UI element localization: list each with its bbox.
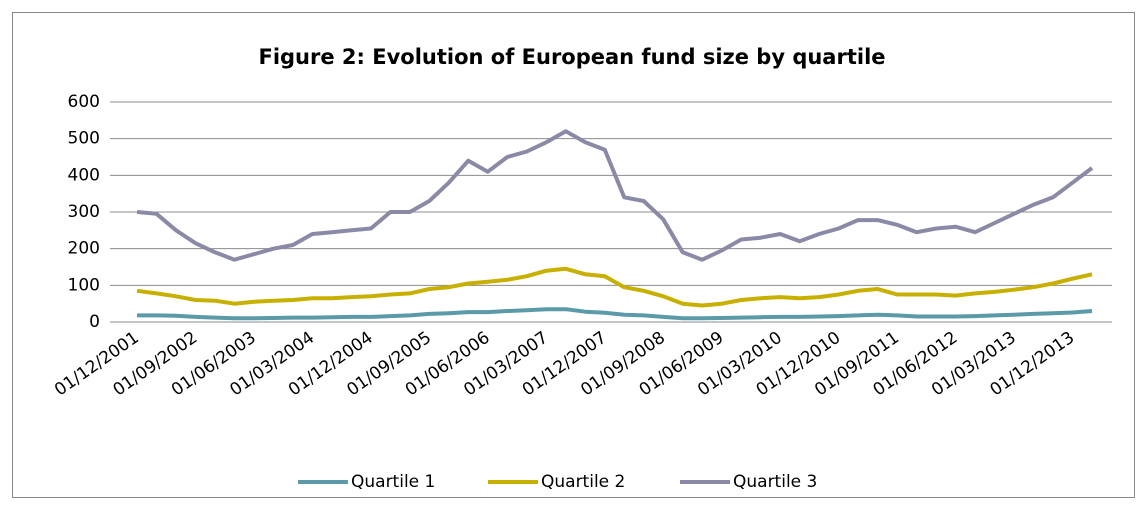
- legend-label: Quartile 2: [541, 472, 625, 492]
- legend-label: Quartile 3: [733, 472, 817, 492]
- series-line: [136, 266, 1093, 308]
- series-line: [137, 307, 1093, 321]
- y-tick-label: 600: [68, 92, 100, 112]
- y-tick-label: 100: [68, 275, 100, 295]
- chart-title: Figure 2: Evolution of European fund siz…: [258, 45, 885, 69]
- y-tick-label: 400: [68, 165, 100, 185]
- y-tick-label: 300: [68, 202, 100, 222]
- legend-label: Quartile 1: [351, 472, 435, 492]
- chart-border: [12, 12, 1135, 498]
- y-tick-label: 0: [89, 312, 100, 332]
- y-tick-label: 500: [68, 129, 100, 149]
- series-line: [136, 129, 1094, 262]
- y-tick-label: 200: [68, 239, 100, 259]
